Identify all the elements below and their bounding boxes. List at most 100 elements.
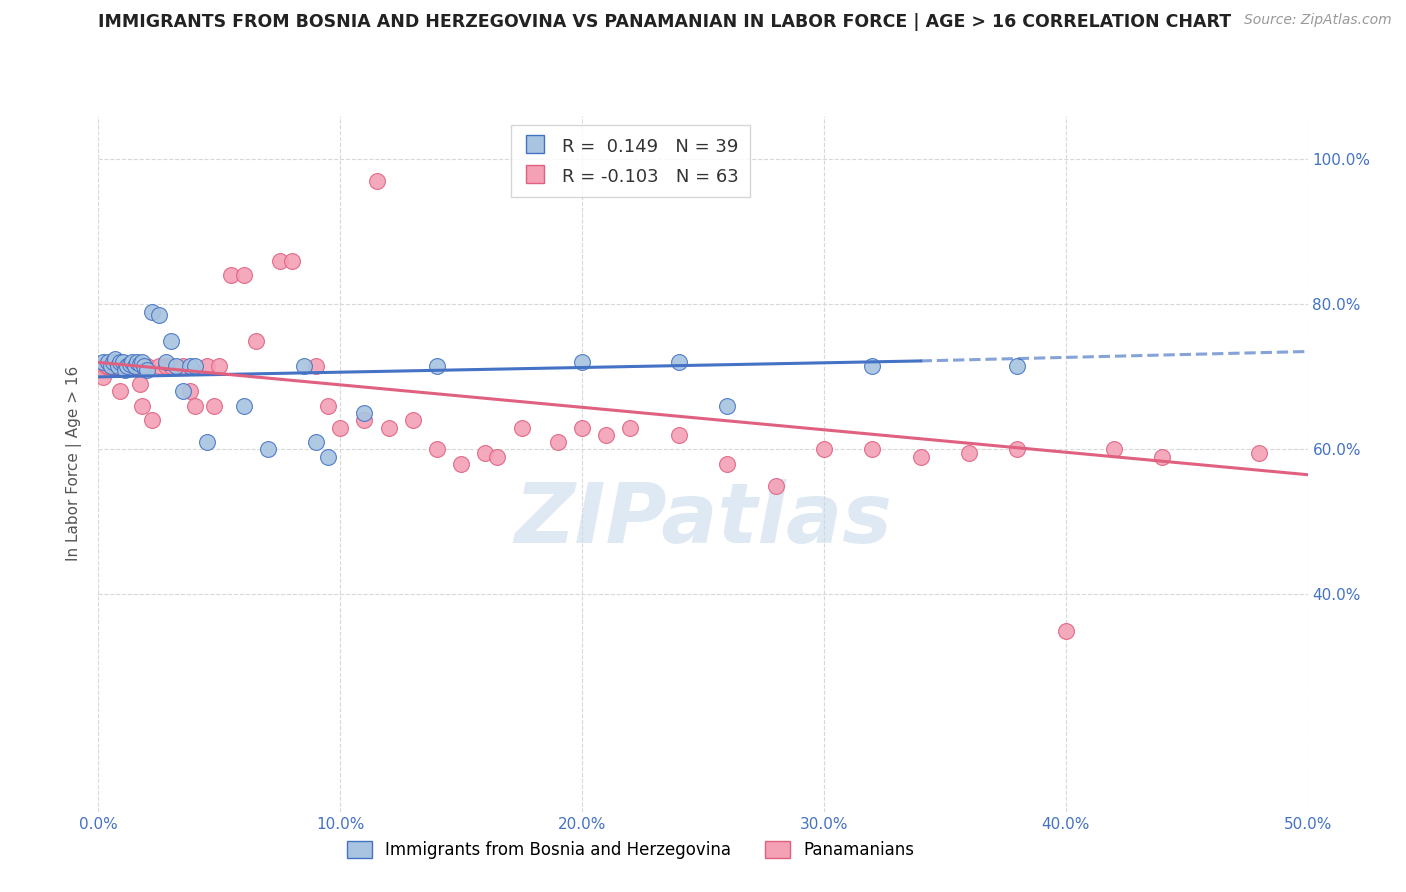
Point: [128, 357, 150, 371]
Point: [450, 457, 472, 471]
Point: [765, 478, 787, 492]
Point: [195, 359, 218, 373]
Point: [172, 359, 194, 373]
Point: [108, 355, 131, 369]
Point: [127, 355, 149, 369]
Point: [292, 359, 315, 373]
Point: [97, 355, 120, 369]
Point: [860, 442, 883, 457]
Point: [172, 384, 194, 399]
Point: [486, 450, 509, 464]
Point: [595, 428, 617, 442]
Point: [402, 413, 425, 427]
Point: [121, 359, 143, 373]
Point: [668, 428, 690, 442]
Point: [97, 359, 120, 373]
Point: [101, 359, 124, 373]
Point: [510, 420, 533, 434]
Y-axis label: In Labor Force | Age > 16: In Labor Force | Age > 16: [66, 367, 83, 561]
Text: ZIPatlas: ZIPatlas: [515, 479, 891, 560]
Text: IMMIGRANTS FROM BOSNIA AND HERZEGOVINA VS PANAMANIAN IN LABOR FORCE | AGE > 16 C: IMMIGRANTS FROM BOSNIA AND HERZEGOVINA V…: [98, 13, 1232, 31]
Point: [547, 435, 569, 450]
Point: [245, 334, 267, 348]
Point: [101, 355, 124, 369]
Point: [179, 359, 201, 373]
Point: [160, 359, 183, 373]
Point: [131, 355, 153, 369]
Point: [474, 446, 496, 460]
Point: [107, 359, 129, 373]
Point: [148, 359, 170, 373]
Point: [1007, 359, 1029, 373]
Point: [135, 359, 157, 373]
Point: [910, 450, 932, 464]
Point: [131, 399, 153, 413]
Point: [426, 359, 449, 373]
Point: [107, 359, 129, 373]
Point: [124, 359, 146, 373]
Point: [134, 359, 156, 373]
Point: [117, 359, 139, 373]
Point: [426, 442, 449, 457]
Point: [104, 351, 127, 366]
Point: [208, 359, 231, 373]
Point: [118, 359, 141, 373]
Point: [179, 384, 201, 399]
Point: [91, 355, 114, 369]
Point: [377, 420, 399, 434]
Point: [619, 420, 641, 434]
Point: [256, 442, 278, 457]
Point: [1007, 442, 1029, 457]
Point: [127, 359, 149, 373]
Point: [1249, 446, 1271, 460]
Point: [155, 355, 177, 369]
Point: [366, 174, 388, 188]
Point: [94, 359, 117, 373]
Point: [134, 359, 156, 373]
Point: [141, 304, 163, 318]
Point: [90, 359, 112, 373]
Point: [141, 413, 163, 427]
Point: [91, 370, 114, 384]
Point: [1102, 442, 1125, 457]
Point: [117, 359, 139, 373]
Point: [716, 457, 738, 471]
Point: [571, 420, 593, 434]
Point: [232, 399, 254, 413]
Point: [957, 446, 980, 460]
Point: [114, 362, 136, 376]
Point: [104, 359, 127, 373]
Point: [148, 308, 170, 322]
Point: [114, 359, 136, 373]
Point: [668, 355, 690, 369]
Point: [100, 359, 122, 373]
Point: [184, 399, 207, 413]
Point: [316, 450, 339, 464]
Point: [316, 399, 339, 413]
Point: [160, 334, 183, 348]
Point: [184, 359, 207, 373]
Point: [111, 355, 134, 369]
Point: [860, 359, 883, 373]
Point: [353, 413, 375, 427]
Point: [100, 359, 122, 373]
Point: [1054, 624, 1077, 638]
Point: [329, 420, 352, 434]
Point: [135, 362, 157, 376]
Point: [204, 399, 226, 413]
Point: [269, 254, 291, 268]
Point: [195, 435, 218, 450]
Point: [281, 254, 304, 268]
Point: [111, 359, 134, 373]
Point: [305, 359, 328, 373]
Point: [813, 442, 835, 457]
Point: [118, 357, 141, 371]
Point: [353, 406, 375, 420]
Point: [232, 268, 254, 283]
Point: [165, 359, 187, 373]
Point: [155, 359, 177, 373]
Point: [124, 359, 146, 373]
Point: [221, 268, 243, 283]
Point: [1152, 450, 1174, 464]
Text: Source: ZipAtlas.com: Source: ZipAtlas.com: [1244, 13, 1392, 28]
